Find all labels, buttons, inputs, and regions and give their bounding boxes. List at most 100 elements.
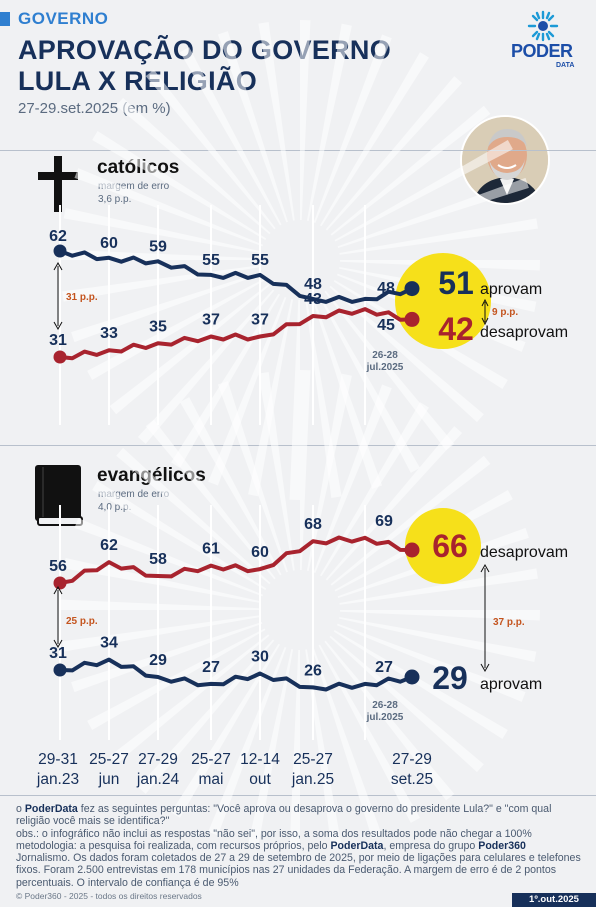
date-badge: 1º.out.2025 xyxy=(512,893,596,907)
x-axis-label-line1: 27-29 xyxy=(138,751,178,768)
data-label: 60 xyxy=(251,544,269,561)
page-title: APROVAÇÃO DO GOVERNO LULA X RELIGIÃO xyxy=(18,35,391,97)
x-axis-label: 29-31 jan.23 xyxy=(23,750,93,790)
footer-method-brand1: PoderData xyxy=(330,839,384,852)
section-title-evangelicos: evangélicos xyxy=(97,465,206,486)
logo-sub: DATA xyxy=(556,62,575,69)
prev-date-label: jul.2025 xyxy=(366,712,404,723)
data-label: 59 xyxy=(149,238,167,255)
data-label: 62 xyxy=(49,228,67,245)
data-label: 34 xyxy=(100,635,118,652)
title-line-2: LULA X RELIGIÃO xyxy=(18,66,257,96)
prev-date-label: jul.2025 xyxy=(366,362,404,373)
data-label: 31 xyxy=(49,332,67,349)
data-label: 66 xyxy=(432,528,468,564)
data-label: 48 xyxy=(377,280,395,297)
footer-method-a: metodologia: a pesquisa foi realizada, c… xyxy=(16,839,331,852)
portrait-image xyxy=(462,117,548,203)
data-point xyxy=(53,576,67,590)
footer-method-b: , empresa do grupo xyxy=(383,839,479,852)
book-icon xyxy=(35,465,83,526)
gap-label: 25 p.p. xyxy=(66,616,98,627)
x-axis-label-line2: jan.25 xyxy=(291,771,335,788)
series-line-aprovam xyxy=(59,657,413,692)
x-axis-label: 12-14 out xyxy=(225,750,295,790)
subtitle: 27-29.set.2025 (em %) xyxy=(18,100,171,117)
data-label: 43 xyxy=(304,291,322,308)
x-axis-label-line1: 12-14 xyxy=(240,751,280,768)
data-label: 31 xyxy=(49,645,67,662)
section-note-evangelicos: margem de erro 4,0 p.p. xyxy=(98,488,169,514)
gap-arrow-icon xyxy=(53,585,63,649)
gap-arrow-icon xyxy=(481,298,489,326)
legend-label: desaprovam xyxy=(480,324,568,341)
title-line-1: APROVAÇÃO DO GOVERNO xyxy=(18,35,392,65)
footer-method-c: Jornalismo. Os dados foram coletados de … xyxy=(16,852,581,889)
margin-value: 3,6 p.p. xyxy=(98,194,132,205)
data-label: 27 xyxy=(202,659,220,676)
data-label: 55 xyxy=(251,252,269,269)
margin-label: margem de erro xyxy=(98,181,170,192)
data-label: 35 xyxy=(149,318,167,335)
x-axis-label: 27-29 jan.24 xyxy=(123,750,193,790)
gap-arrow-icon xyxy=(53,261,63,331)
x-axis-label-line2: jan.23 xyxy=(36,771,80,788)
footer-method: metodologia: a pesquisa foi realizada, c… xyxy=(16,840,582,889)
legend-label: aprovam xyxy=(480,676,542,693)
data-label: 42 xyxy=(438,311,474,347)
series-line-desaprovam xyxy=(59,307,413,361)
kicker: GOVERNO xyxy=(18,9,109,28)
data-label: 60 xyxy=(100,235,118,252)
footer-question: o PoderData fez as seguintes perguntas: … xyxy=(16,803,582,828)
data-label: 27 xyxy=(375,659,393,676)
data-label: 29 xyxy=(432,660,468,696)
data-label: 58 xyxy=(149,551,167,568)
gap-label: 9 p.p. xyxy=(492,307,518,318)
x-axis-label: 25-27 jun xyxy=(74,750,144,790)
footer-q-text: fez as seguintes perguntas: "Você aprova… xyxy=(16,803,552,828)
legend-label: aprovam xyxy=(480,281,542,298)
x-axis-label: 25-27 mai xyxy=(176,750,246,790)
data-label: 30 xyxy=(251,648,269,665)
x-axis-label: 25-27 jan.25 xyxy=(278,750,348,790)
footer-notes: o PoderData fez as seguintes perguntas: … xyxy=(16,803,582,889)
data-label: 68 xyxy=(304,516,322,533)
data-label: 37 xyxy=(251,311,269,328)
data-point xyxy=(53,350,67,364)
footer-method-brand2: Poder360 xyxy=(478,839,526,852)
data-label: 69 xyxy=(375,513,393,530)
x-axis-label: 27-29 set.25 xyxy=(377,750,447,790)
copyright: © Poder360 - 2025 - todos os direitos re… xyxy=(16,891,202,901)
prev-date-label: 26-28 xyxy=(372,350,398,361)
data-point xyxy=(404,311,420,327)
data-label: 61 xyxy=(202,541,220,558)
x-axis-label-line1: 25-27 xyxy=(89,751,129,768)
series-line-aprovam xyxy=(59,249,413,304)
highlight-circle xyxy=(395,253,491,349)
gap-label: 37 p.p. xyxy=(493,617,525,628)
x-axis-label-line2: mai xyxy=(198,771,224,788)
accent-bar xyxy=(0,12,10,26)
data-label: 45 xyxy=(377,317,395,334)
data-label: 29 xyxy=(149,652,167,669)
margin-label: margem de erro xyxy=(98,489,170,500)
data-label: 56 xyxy=(49,558,67,575)
section-title-catolicos: católicos xyxy=(97,157,180,178)
gap-label: 31 p.p. xyxy=(66,292,98,303)
section-note-catolicos: margem de erro 3,6 p.p. xyxy=(98,180,169,206)
x-axis-label-line1: 27-29 xyxy=(392,751,432,768)
x-axis-label-line2: jan.24 xyxy=(136,771,180,788)
series-line-desaprovam xyxy=(59,535,413,585)
x-axis-label-line1: 25-27 xyxy=(191,751,231,768)
data-label: 51 xyxy=(438,265,474,301)
section-divider-top xyxy=(0,150,596,151)
footer-q-pre: o xyxy=(16,803,25,815)
margin-value: 4,0 p.p. xyxy=(98,502,132,513)
data-point xyxy=(404,281,420,297)
prev-date-label: 26-28 xyxy=(372,700,398,711)
data-point xyxy=(53,663,67,677)
poderdata-logo-icon xyxy=(527,10,559,42)
data-label: 55 xyxy=(202,252,220,269)
x-axis-label-line2: out xyxy=(249,771,271,788)
highlight-circle xyxy=(405,508,481,584)
